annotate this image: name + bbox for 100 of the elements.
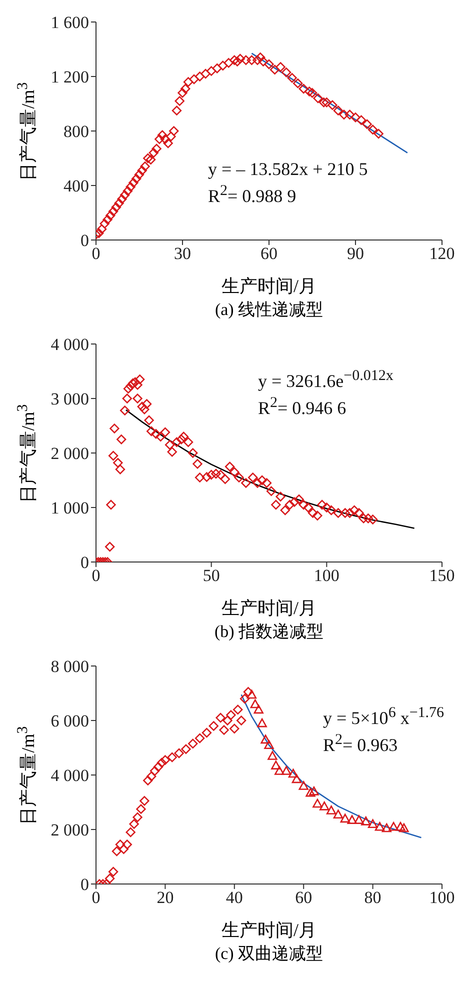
point bbox=[292, 774, 302, 784]
point bbox=[396, 822, 406, 831]
point bbox=[202, 728, 212, 738]
point bbox=[132, 812, 142, 822]
annotation: R$^{2}$= 0.963 bbox=[323, 731, 399, 756]
x-tick-label: 80 bbox=[364, 888, 382, 908]
text: (a) 线性递减型 bbox=[214, 299, 324, 321]
point bbox=[243, 687, 254, 697]
x-tick-label: 60 bbox=[260, 244, 278, 264]
point bbox=[146, 772, 156, 782]
point bbox=[288, 768, 298, 778]
point bbox=[354, 815, 364, 824]
point bbox=[260, 734, 270, 744]
y-tick-label: 0 bbox=[80, 875, 89, 894]
y-tick-label: 2 000 bbox=[50, 820, 89, 840]
point bbox=[254, 704, 264, 714]
y-tick-label: 2 000 bbox=[50, 444, 89, 464]
annotation: R$^{2}$= 0.946 6 bbox=[258, 394, 348, 419]
point bbox=[257, 718, 267, 728]
y-tick-label: 1 200 bbox=[50, 68, 89, 87]
x-tick-label: 50 bbox=[202, 566, 220, 586]
x-tick-label: 120 bbox=[429, 244, 455, 264]
point bbox=[118, 844, 129, 854]
point bbox=[115, 840, 126, 850]
point bbox=[108, 866, 118, 877]
point bbox=[230, 724, 240, 734]
x-axis-title: 生产时间/月 bbox=[220, 275, 318, 298]
point bbox=[340, 814, 350, 823]
point bbox=[347, 815, 357, 824]
point bbox=[326, 806, 336, 814]
point bbox=[309, 786, 319, 796]
point bbox=[382, 823, 392, 832]
point bbox=[298, 781, 308, 790]
y-tick-label: 400 bbox=[64, 176, 89, 196]
point bbox=[388, 822, 398, 831]
point bbox=[268, 751, 278, 760]
point bbox=[274, 766, 284, 775]
point bbox=[312, 798, 322, 808]
annotation: R$^{2}$= 0.988 9 bbox=[208, 182, 298, 207]
x-axis-title: 生产时间/月 bbox=[220, 919, 318, 942]
point bbox=[222, 716, 232, 726]
point bbox=[246, 690, 257, 699]
y-tick-label: 8 000 bbox=[50, 657, 89, 676]
point bbox=[194, 733, 205, 744]
point bbox=[233, 704, 243, 714]
point bbox=[264, 740, 274, 750]
point bbox=[399, 823, 409, 832]
x-tick-label: 90 bbox=[347, 244, 364, 264]
point bbox=[236, 716, 246, 726]
point bbox=[104, 874, 115, 884]
point bbox=[136, 804, 146, 814]
x-tick-label: 60 bbox=[295, 888, 312, 908]
point bbox=[306, 788, 316, 797]
text: (b) 指数递减型 bbox=[213, 621, 325, 643]
y-tick-label: 800 bbox=[64, 122, 89, 142]
point bbox=[174, 748, 184, 758]
point bbox=[271, 760, 281, 770]
point bbox=[281, 766, 292, 775]
annotation: y = 3261.6e$^{−0.012x}$ bbox=[258, 367, 394, 392]
point bbox=[181, 744, 191, 754]
point bbox=[140, 796, 150, 806]
point bbox=[150, 766, 160, 776]
x-tick-label: 100 bbox=[429, 888, 455, 908]
x-tick-label: 100 bbox=[314, 566, 340, 586]
y-tick-label: 1 000 bbox=[50, 498, 89, 518]
point bbox=[250, 699, 260, 708]
point bbox=[167, 752, 177, 762]
annotation: y = – 13.582x + 210 5 bbox=[208, 158, 368, 180]
point bbox=[361, 816, 371, 826]
point bbox=[160, 755, 170, 765]
point bbox=[219, 725, 229, 735]
y-tick-label: 6 000 bbox=[50, 712, 89, 731]
point bbox=[156, 758, 167, 768]
point bbox=[143, 776, 153, 786]
point bbox=[226, 710, 236, 720]
point bbox=[126, 827, 136, 838]
x-axis-title: 生产时间/月 bbox=[220, 597, 318, 620]
point bbox=[320, 801, 330, 810]
point bbox=[216, 712, 226, 723]
point bbox=[129, 819, 139, 829]
y-tick-label: 4 000 bbox=[50, 335, 89, 354]
point bbox=[240, 694, 250, 704]
point bbox=[188, 738, 198, 749]
point bbox=[374, 822, 385, 831]
point bbox=[208, 721, 218, 731]
text: (c) 双曲递减型 bbox=[214, 943, 324, 965]
point bbox=[153, 762, 164, 772]
y-tick-label: 3 000 bbox=[50, 390, 89, 409]
point bbox=[368, 819, 378, 828]
x-tick-label: 40 bbox=[226, 888, 243, 908]
y-tick-label: 1 600 bbox=[50, 13, 89, 32]
x-tick-label: 150 bbox=[429, 566, 455, 586]
point bbox=[112, 846, 122, 856]
y-tick-label: 0 bbox=[80, 231, 89, 250]
point bbox=[333, 810, 344, 819]
y-tick-label: 0 bbox=[80, 553, 89, 572]
x-tick-label: 20 bbox=[156, 888, 174, 908]
y-tick-label: 4 000 bbox=[50, 766, 89, 786]
point bbox=[122, 840, 132, 850]
annotation: y = 5×10$^{6}$ x$^{−1.76}$ bbox=[323, 704, 444, 729]
